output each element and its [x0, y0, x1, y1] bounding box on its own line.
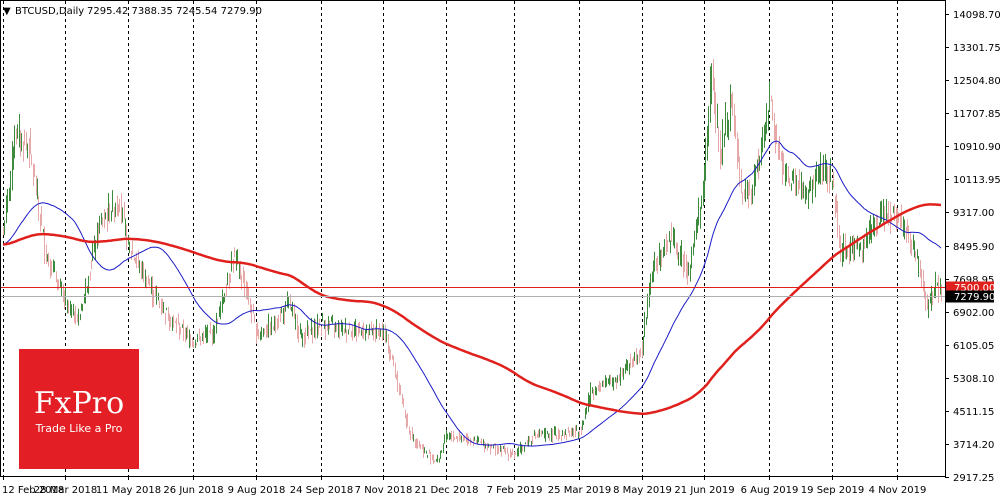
fxpro-logo: FxPro Trade Like a Pro: [19, 349, 139, 469]
last-price-badge: [946, 290, 994, 303]
logo-wordmark: FxPro: [34, 386, 124, 421]
last-price-badge-label: 7279.90: [954, 292, 995, 303]
x-tick-label: 11 May 2018: [96, 485, 161, 496]
y-tick-label: 4511.15: [953, 407, 994, 418]
plot-frame: [0, 0, 946, 477]
y-tick-label: 3714.20: [953, 440, 994, 451]
x-tick-label: 28 Mar 2018: [34, 485, 97, 496]
level-lines: [0, 287, 945, 297]
x-tick-label: 26 Jun 2018: [163, 485, 223, 496]
x-tick-label: 4 Nov 2019: [869, 485, 927, 496]
logo-tagline: Trade Like a Pro: [35, 422, 123, 435]
y-tick-label: 5308.10: [953, 374, 994, 385]
x-tick-label: 6 Aug 2019: [741, 485, 799, 496]
grid-lines: [3, 1, 898, 476]
y-tick-label: 9317.00: [953, 208, 994, 219]
y-tick-label: 10910.90: [953, 142, 1000, 153]
ma-slow-line: [2, 203, 942, 416]
y-tick-label: 7698.95: [953, 275, 994, 286]
x-tick-label: 7 Feb 2019: [487, 485, 543, 496]
candles: [3, 59, 942, 465]
moving-averages: [2, 140, 942, 447]
x-tick-label: 9 Aug 2018: [228, 485, 286, 496]
x-tick-label: 19 Sep 2019: [801, 485, 864, 496]
x-tick-label: 21 Dec 2018: [415, 485, 479, 496]
ma-fast-line: [2, 140, 942, 447]
x-tick-label: 12 Feb 2018: [2, 485, 64, 496]
logo-background: [19, 349, 139, 469]
y-tick-label: 12504.80: [953, 76, 1000, 87]
y-tick-label: 2917.25: [953, 473, 994, 484]
x-tick-label: 24 Sep 2018: [290, 485, 353, 496]
y-axis: 14098.70 13301.75 12504.80 11707.85 10910.90…: [945, 10, 1000, 484]
y-tick-label: 11707.85: [953, 109, 1000, 120]
y-tick-label: 13301.75: [953, 43, 1000, 54]
collapse-arrow-icon[interactable]: ▼: [3, 6, 11, 17]
chart-header: ▼ BTCUSD,Daily 7295.42 7388.35 7245.54 7…: [3, 6, 262, 17]
ohlc-values: 7295.42 7388.35 7245.54 7279.90: [87, 6, 262, 17]
y-tick-label: 10113.95: [953, 175, 1000, 186]
x-tick-label: 21 Jun 2019: [674, 485, 734, 496]
x-tick-label: 7 Nov 2018: [355, 485, 413, 496]
symbol-label: BTCUSD,Daily: [15, 6, 84, 17]
y-tick-label: 6105.05: [953, 341, 994, 352]
x-tick-label: 8 May 2019: [613, 485, 672, 496]
y-tick-label: 6902.00: [953, 308, 994, 319]
y-tick-label: 8495.90: [953, 242, 994, 253]
y-tick-label: 14098.70: [953, 10, 1000, 21]
x-tick-label: 25 Mar 2019: [548, 485, 611, 496]
level-badge-label: 7500.00: [954, 283, 995, 294]
